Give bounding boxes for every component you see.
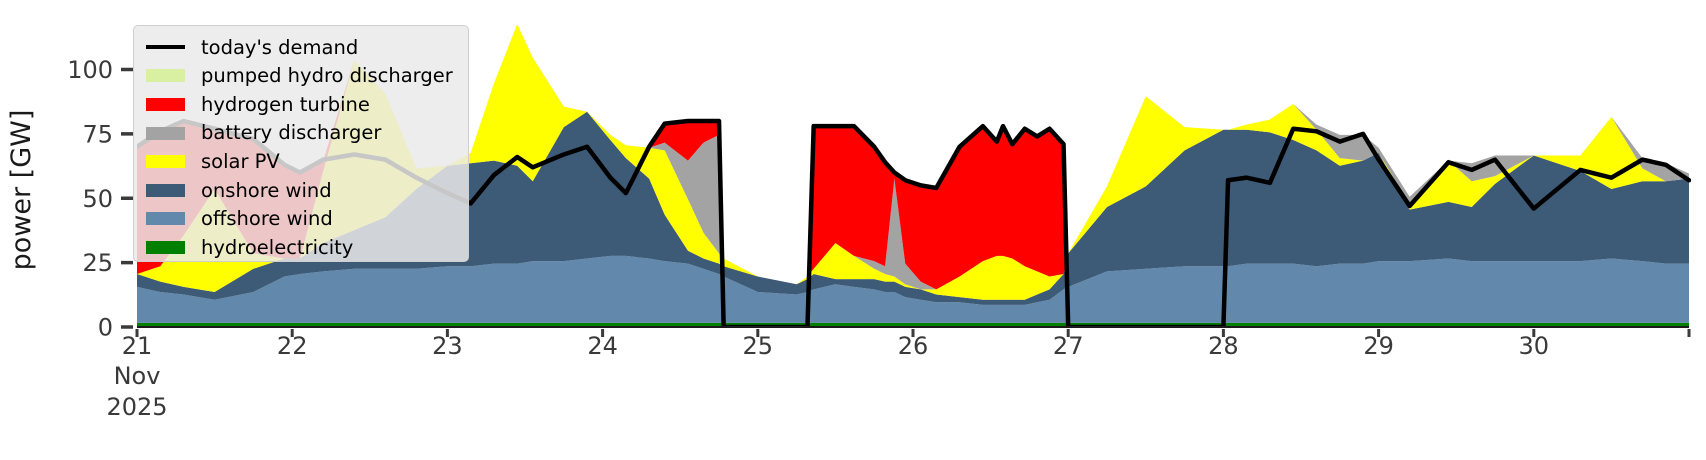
y-tick-label: 75 [82,120,113,148]
x-tick-label: 23 [432,332,463,360]
axes: 0 25 50 75 100 21 22 23 24 25 26 27 28 29 30 [67,56,1691,360]
y-tick-label: 25 [82,249,113,277]
legend-color-swatch [146,69,185,83]
legend-label: onshore wind [201,178,332,202]
legend-item-battery-discharger: battery discharger [146,119,468,148]
legend-item-pumped-hydro-discharger: pumped hydro discharger [146,62,468,91]
x-axis-month-label: Nov [114,362,161,390]
legend-label: pumped hydro discharger [201,64,453,88]
stacked-areas [137,24,1689,327]
x-tick-label: 26 [898,332,929,360]
area-hydrogen-turbine [137,24,1689,290]
legend-label: offshore wind [201,207,333,231]
legend-label: today's demand [201,35,359,59]
x-axis-year-label: 2025 [106,393,167,421]
legend-label: solar PV [201,149,280,173]
legend-item-solar-pv: solar PV [146,147,468,176]
area-solar-PV [137,24,1689,300]
x-tick-label: 28 [1208,332,1239,360]
x-tick-label: 27 [1053,332,1084,360]
legend-label: hydroelectricity [201,235,354,259]
legend-item-onshore-wind: onshore wind [146,176,468,205]
x-tick-label: 29 [1363,332,1394,360]
area-offshore-wind [137,255,1689,323]
legend-line-sample [146,45,185,50]
area-hydroelectricity [137,322,1689,327]
x-tick-label: 22 [277,332,308,360]
legend-item-hydrogen-turbine: hydrogen turbine [146,90,468,119]
area-onshore-wind [137,111,1689,305]
legend-color-swatch [146,126,185,140]
y-tick-label: 50 [82,185,113,213]
y-tick-label: 0 [98,314,113,342]
legend-color-swatch [146,155,185,169]
legend-color-swatch [146,183,185,197]
legend-item-offshore-wind: offshore wind [146,205,468,234]
legend-color-swatch [146,240,185,254]
legend-item-hydroelectricity: hydroelectricity [146,233,468,262]
x-tick-label: 24 [587,332,618,360]
y-tick-label: 100 [67,56,113,84]
y-axis-label: power [GW] [6,110,37,271]
legend-item-today-s-demand: today's demand [146,33,468,62]
legend-box: today's demand pumped hydro discharger hyd… [133,25,469,262]
legend-color-swatch [146,97,185,111]
x-tick-label: 21 [122,332,153,360]
x-tick-label: 25 [743,332,774,360]
x-tick-label: 30 [1519,332,1550,360]
legend-label: hydrogen turbine [201,92,370,116]
legend-color-swatch [146,212,185,226]
legend-label: battery discharger [201,121,382,145]
